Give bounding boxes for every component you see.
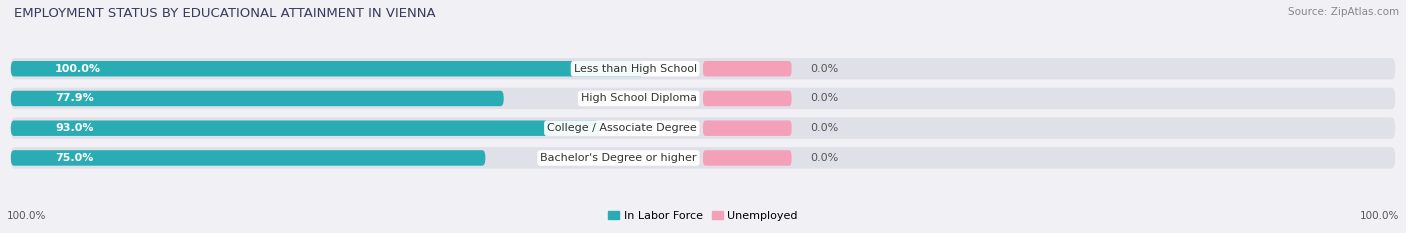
Text: 75.0%: 75.0% [55, 153, 93, 163]
FancyBboxPatch shape [703, 61, 792, 76]
FancyBboxPatch shape [703, 120, 792, 136]
Text: 0.0%: 0.0% [810, 123, 839, 133]
Legend: In Labor Force, Unemployed: In Labor Force, Unemployed [603, 206, 803, 225]
FancyBboxPatch shape [11, 120, 599, 136]
Text: 0.0%: 0.0% [810, 93, 839, 103]
Text: 0.0%: 0.0% [810, 64, 839, 74]
Text: 77.9%: 77.9% [55, 93, 94, 103]
FancyBboxPatch shape [11, 61, 644, 76]
Text: High School Diploma: High School Diploma [581, 93, 697, 103]
FancyBboxPatch shape [11, 58, 1395, 79]
Text: Less than High School: Less than High School [574, 64, 697, 74]
Text: 100.0%: 100.0% [55, 64, 101, 74]
FancyBboxPatch shape [11, 88, 1395, 109]
Text: 93.0%: 93.0% [55, 123, 94, 133]
FancyBboxPatch shape [703, 150, 792, 166]
Text: Source: ZipAtlas.com: Source: ZipAtlas.com [1288, 7, 1399, 17]
Text: College / Associate Degree: College / Associate Degree [547, 123, 697, 133]
Text: Bachelor's Degree or higher: Bachelor's Degree or higher [540, 153, 697, 163]
FancyBboxPatch shape [703, 91, 792, 106]
FancyBboxPatch shape [11, 117, 1395, 139]
FancyBboxPatch shape [11, 150, 485, 166]
Text: 100.0%: 100.0% [7, 211, 46, 221]
FancyBboxPatch shape [11, 91, 503, 106]
Text: 0.0%: 0.0% [810, 153, 839, 163]
Text: EMPLOYMENT STATUS BY EDUCATIONAL ATTAINMENT IN VIENNA: EMPLOYMENT STATUS BY EDUCATIONAL ATTAINM… [14, 7, 436, 20]
FancyBboxPatch shape [11, 147, 1395, 169]
Text: 100.0%: 100.0% [1360, 211, 1399, 221]
